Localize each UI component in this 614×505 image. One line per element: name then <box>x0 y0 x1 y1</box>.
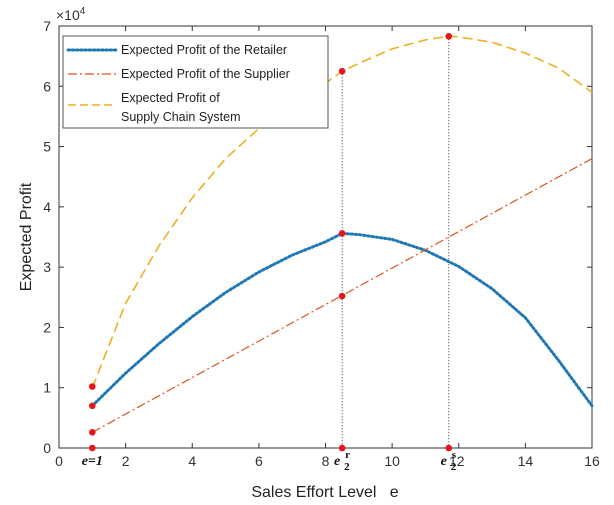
x-tick-label-s8: 8 <box>322 453 330 469</box>
annotation-main-2: e <box>441 454 447 469</box>
annotation-2: e s2 <box>441 449 457 473</box>
annotation-0: e=1 <box>82 454 103 469</box>
annotation-1: e r2 <box>334 449 350 473</box>
legend-label-supplier: Expected Profit of the Supplier <box>121 67 290 81</box>
x-axis-label: Sales Effort Level e <box>251 484 398 501</box>
annotation-sub-1: 2 <box>344 461 350 473</box>
legend-label-supply-chain-line1: Expected Profit of <box>121 91 220 105</box>
x-tick-label-7: 14 <box>518 453 534 469</box>
marker-point-4 <box>338 67 346 75</box>
annotation-main-0: e=1 <box>82 454 103 469</box>
y-tick-label-4: 4 <box>43 199 51 215</box>
legend: Expected Profit of the Retailer Expected… <box>62 35 329 129</box>
y-tick-label-1: 1 <box>43 380 51 396</box>
x-tick-label-s12: 12 <box>449 453 465 469</box>
exponent-power: 4 <box>80 6 86 17</box>
marker-point-8 <box>445 32 453 40</box>
x-tick-label-1: 2 <box>122 453 130 469</box>
y-tick-label-5: 5 <box>43 139 51 155</box>
annotation-sup-1: r <box>345 449 350 461</box>
marker-point-6 <box>338 292 346 300</box>
x-tick-label-8: 16 <box>584 453 600 469</box>
annotation-sub-2: 2 <box>451 461 457 473</box>
exponent-label: ×104 <box>56 6 86 23</box>
marker-point-2 <box>89 429 96 436</box>
y-tick-label-6: 6 <box>43 78 51 94</box>
annotation-sup-2: s <box>452 449 457 461</box>
legend-label-retailer: Expected Profit of the Retailer <box>121 43 287 57</box>
y-tick-label-2: 2 <box>43 319 51 335</box>
marker-point-0 <box>89 383 96 390</box>
y-axis-label: Expected Profit <box>18 182 35 291</box>
marker-point-3 <box>89 444 96 452</box>
y-tick-label-0: 0 <box>43 440 51 456</box>
marker-point-9 <box>445 444 453 452</box>
x-tick-label-5: 10 <box>384 453 400 469</box>
x-tick-label-2: 4 <box>188 453 196 469</box>
marker-point-5 <box>338 230 346 237</box>
x-tick-label-0: 0 <box>55 453 63 469</box>
annotation-main-1: e <box>334 454 340 469</box>
marker-point-7 <box>338 444 346 452</box>
x-tick-label-3: 6 <box>255 453 263 469</box>
y-tick-label-7: 7 <box>43 18 51 34</box>
marker-point-1 <box>89 402 96 410</box>
series-line-supply-chain <box>91 35 593 388</box>
y-tick-label-3: 3 <box>43 259 51 275</box>
legend-label-supply-chain-line2: Supply Chain System <box>121 110 241 124</box>
